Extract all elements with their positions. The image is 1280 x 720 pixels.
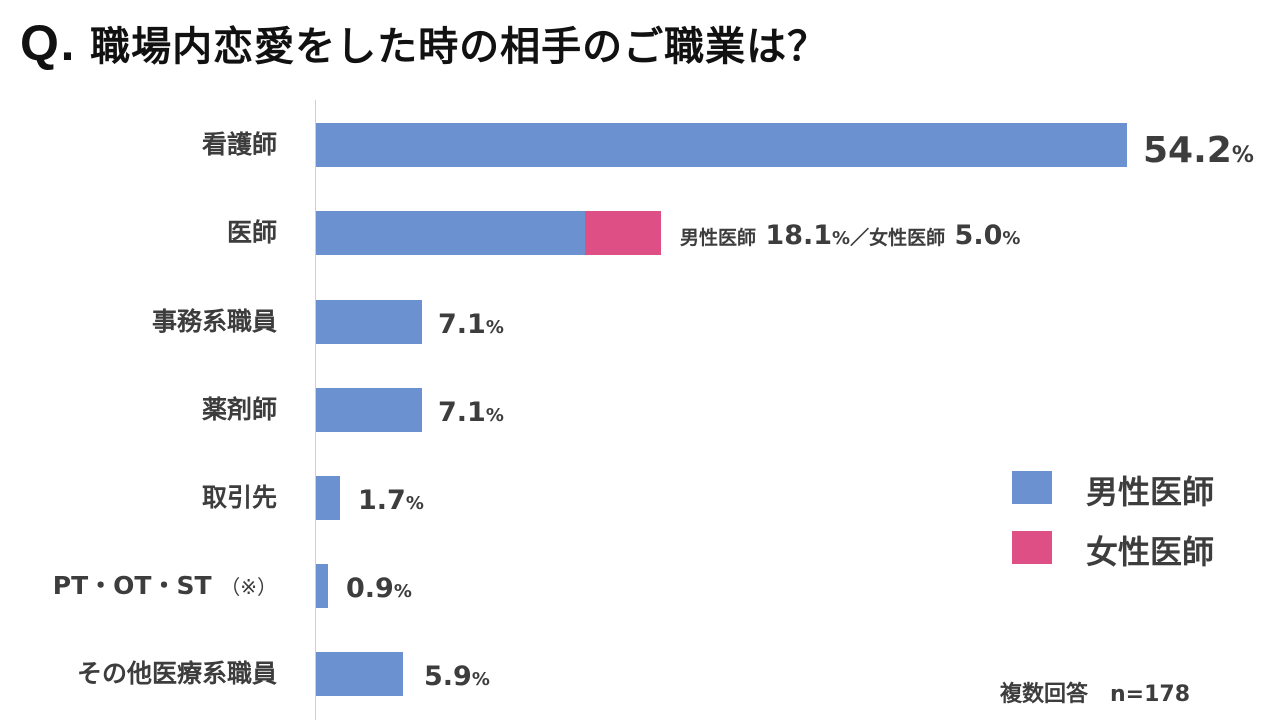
value-number: 54.2 xyxy=(1143,130,1232,171)
value-label: 7.1% xyxy=(438,300,504,344)
category-label: PT・OT・ST （※） xyxy=(53,564,277,608)
value-unit: % xyxy=(485,317,504,338)
bar-male xyxy=(316,652,403,696)
value-number: 1.7 xyxy=(358,485,406,516)
female-doctor-value: 5.0 xyxy=(954,220,1003,251)
value-number: 5.9 xyxy=(424,661,472,692)
value-unit: % xyxy=(393,581,412,602)
bar-male xyxy=(316,388,422,432)
title-dot: . xyxy=(59,24,77,70)
male-doctor-value: 18.1 xyxy=(765,220,833,251)
value-unit: % xyxy=(485,405,504,426)
category-label: 看護師 xyxy=(201,130,277,159)
bar-row-nurse: 看護師 54.2% xyxy=(0,123,1280,171)
bar-male xyxy=(316,211,585,255)
value-label-split: 男性医師 18.1%／女性医師 5.0% xyxy=(680,211,1020,255)
value-number: 0.9 xyxy=(346,573,394,604)
bar-row-pharmacist: 薬剤師 7.1% xyxy=(0,388,1280,432)
value-unit: % xyxy=(1002,228,1021,249)
title-text: 職場内恋愛をした時の相手のご職業は？ xyxy=(90,24,829,70)
male-doctor-label: 男性医師 xyxy=(680,227,757,249)
value-label: 7.1% xyxy=(438,388,504,432)
value-label: 54.2% xyxy=(1143,123,1254,171)
category-label: その他医療系職員 xyxy=(76,659,277,688)
value-number: 7.1 xyxy=(438,309,486,340)
value-unit: % xyxy=(832,228,851,249)
bar-male xyxy=(316,300,422,344)
category-label: 事務系職員 xyxy=(151,307,277,336)
value-number: 7.1 xyxy=(438,397,486,428)
bar-row-doctor: 医師 男性医師 18.1%／女性医師 5.0% xyxy=(0,211,1280,255)
sample-size-note: 複数回答 n=178 xyxy=(1000,682,1191,707)
value-unit: % xyxy=(405,493,424,514)
bar-row-other-medical: その他医療系職員 5.9% xyxy=(0,652,1280,696)
chart-title: Q. 職場内恋愛をした時の相手のご職業は？ xyxy=(20,14,828,72)
category-note: （※） xyxy=(220,575,277,599)
category-label: 薬剤師 xyxy=(201,395,277,424)
value-label: 5.9% xyxy=(424,652,490,696)
bar-row-clerical: 事務系職員 7.1% xyxy=(0,300,1280,344)
title-q: Q xyxy=(20,15,60,71)
bar-female xyxy=(585,211,661,255)
legend-label: 男性医師 xyxy=(1086,473,1215,511)
bar-row-therapist: PT・OT・ST （※） 0.9% xyxy=(0,564,1280,608)
female-doctor-label: 女性医師 xyxy=(869,227,946,249)
separator: ／ xyxy=(850,227,870,249)
value-unit: % xyxy=(471,669,490,690)
bar-male xyxy=(316,476,340,520)
value-label: 1.7% xyxy=(358,476,424,520)
category-axis-line xyxy=(315,100,316,720)
bar-row-client: 取引先 1.7% xyxy=(0,476,1280,520)
category-label: 医師 xyxy=(226,218,277,247)
category-label: 取引先 xyxy=(201,483,277,512)
value-label: 0.9% xyxy=(346,564,412,608)
legend-swatch-male xyxy=(1012,471,1052,504)
bar-male xyxy=(316,564,328,608)
value-unit: % xyxy=(1231,143,1254,168)
category-text: PT・OT・ST xyxy=(52,571,212,600)
legend-label: 女性医師 xyxy=(1086,533,1215,571)
bar-male xyxy=(316,123,1127,167)
legend-swatch-female xyxy=(1012,531,1052,564)
